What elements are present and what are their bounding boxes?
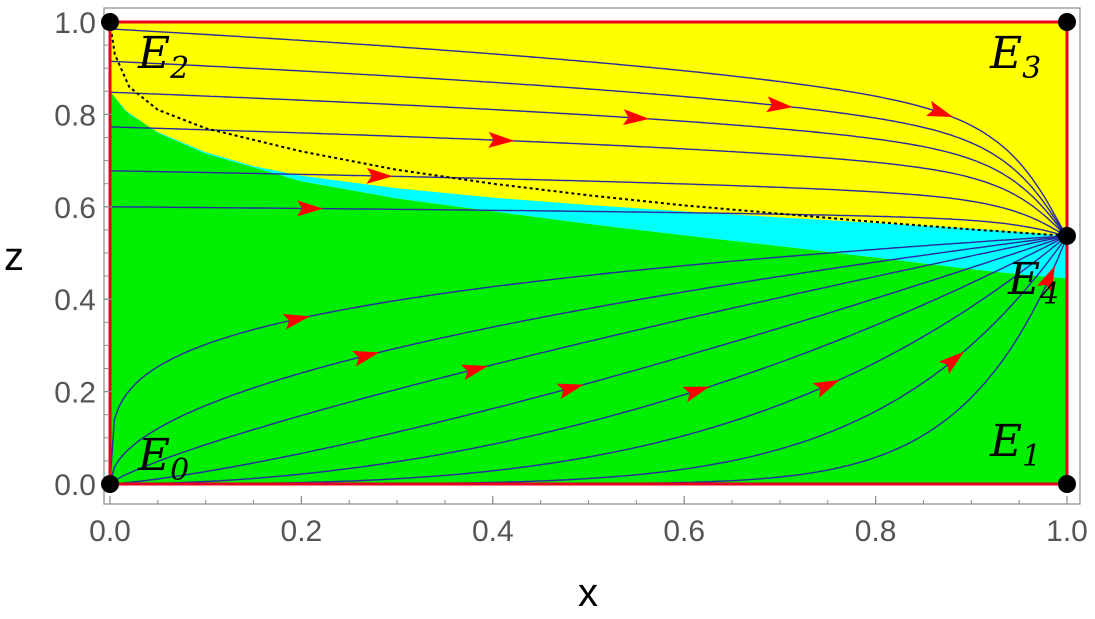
- flow-arrow-bottom-4: [682, 386, 710, 403]
- x-tick-label: 0.2: [281, 515, 323, 548]
- trajectory-top-0: [109, 28, 1068, 237]
- equilibrium-point-e4: [1058, 226, 1076, 245]
- y-tick-label: 0.6: [54, 192, 96, 225]
- trajectory-top-1: [109, 60, 1068, 237]
- trajectory-top-5: [110, 206, 1068, 237]
- x-tick-label: 0.0: [89, 515, 131, 548]
- equilibrium-label-e2: E2: [137, 28, 189, 86]
- equilibrium-subscript: 2: [169, 51, 189, 86]
- trajectory-top-2: [109, 91, 1068, 237]
- trajectory-bottom-0: [109, 235, 1068, 485]
- trajectory-bottom-2: [109, 235, 1068, 485]
- equilibrium-subscript: 1: [1022, 439, 1041, 474]
- x-tick-label: 0.8: [855, 515, 897, 548]
- trajectory-bottom-3: [109, 235, 1068, 485]
- invariant-boundary: [108, 20, 1069, 486]
- x-tick-label: 0.6: [663, 515, 705, 548]
- separatrix-curve: [109, 21, 1068, 237]
- flow-arrow-bottom-6: [938, 351, 965, 375]
- y-tick-label: 1.0: [54, 7, 96, 40]
- regions-layer: [110, 22, 1067, 485]
- flow-arrow-top-4: [366, 167, 393, 184]
- equilibrium-subscript: 3: [1022, 51, 1041, 86]
- equilibrium-point-e1: [1058, 475, 1076, 493]
- x-tick-label: 0.4: [472, 515, 514, 548]
- equilibrium-point-e0: [101, 475, 119, 493]
- flow-arrow-bottom-5: [812, 379, 840, 398]
- flow-arrow-top-1: [766, 96, 793, 113]
- y-tick-label: 0.4: [54, 284, 96, 317]
- x-axis-label: x: [578, 571, 598, 615]
- flow-arrow-top-3: [488, 131, 515, 148]
- y-tick-label: 0.0: [54, 469, 96, 502]
- equilibrium-subscript: 4: [1039, 277, 1059, 312]
- trajectory-bottom-1: [109, 235, 1068, 485]
- axes-frame: [103, 7, 1081, 505]
- equilibrium-point-e3: [1058, 13, 1076, 31]
- y-axis-label: z: [4, 235, 24, 279]
- y-tick-label: 0.2: [54, 377, 96, 410]
- flow-arrow-top-0: [925, 100, 954, 117]
- flow-arrow-bottom-0: [282, 314, 310, 330]
- flow-arrow-bottom-3: [556, 383, 584, 400]
- trajectory-top-3: [109, 126, 1068, 237]
- trajectory-top-4: [110, 170, 1068, 237]
- y-tick-label: 0.8: [54, 99, 96, 132]
- equilibrium-point-e2: [101, 13, 119, 31]
- flow-arrow-top-2: [622, 109, 650, 126]
- ticks-layer: 0.0 0.2 0.4 0.6 0.8 1.0 0.0 0.2 0.4 0.6 0.8 1.0: [54, 7, 1088, 548]
- equilibrium-subscript: 0: [170, 453, 189, 488]
- flow-arrow-top-5: [297, 200, 324, 217]
- flow-arrow-bottom-7: [1036, 265, 1055, 293]
- plot-frame: [103, 7, 1081, 505]
- boundary-layer: [108, 20, 1069, 486]
- x-tick-label: 1.0: [1046, 515, 1088, 548]
- flow-arrow-bottom-2: [460, 364, 489, 381]
- flow-arrow-bottom-1: [352, 350, 380, 367]
- cyan-region: [110, 91, 1067, 279]
- trajectory-bottom-4: [110, 235, 1068, 485]
